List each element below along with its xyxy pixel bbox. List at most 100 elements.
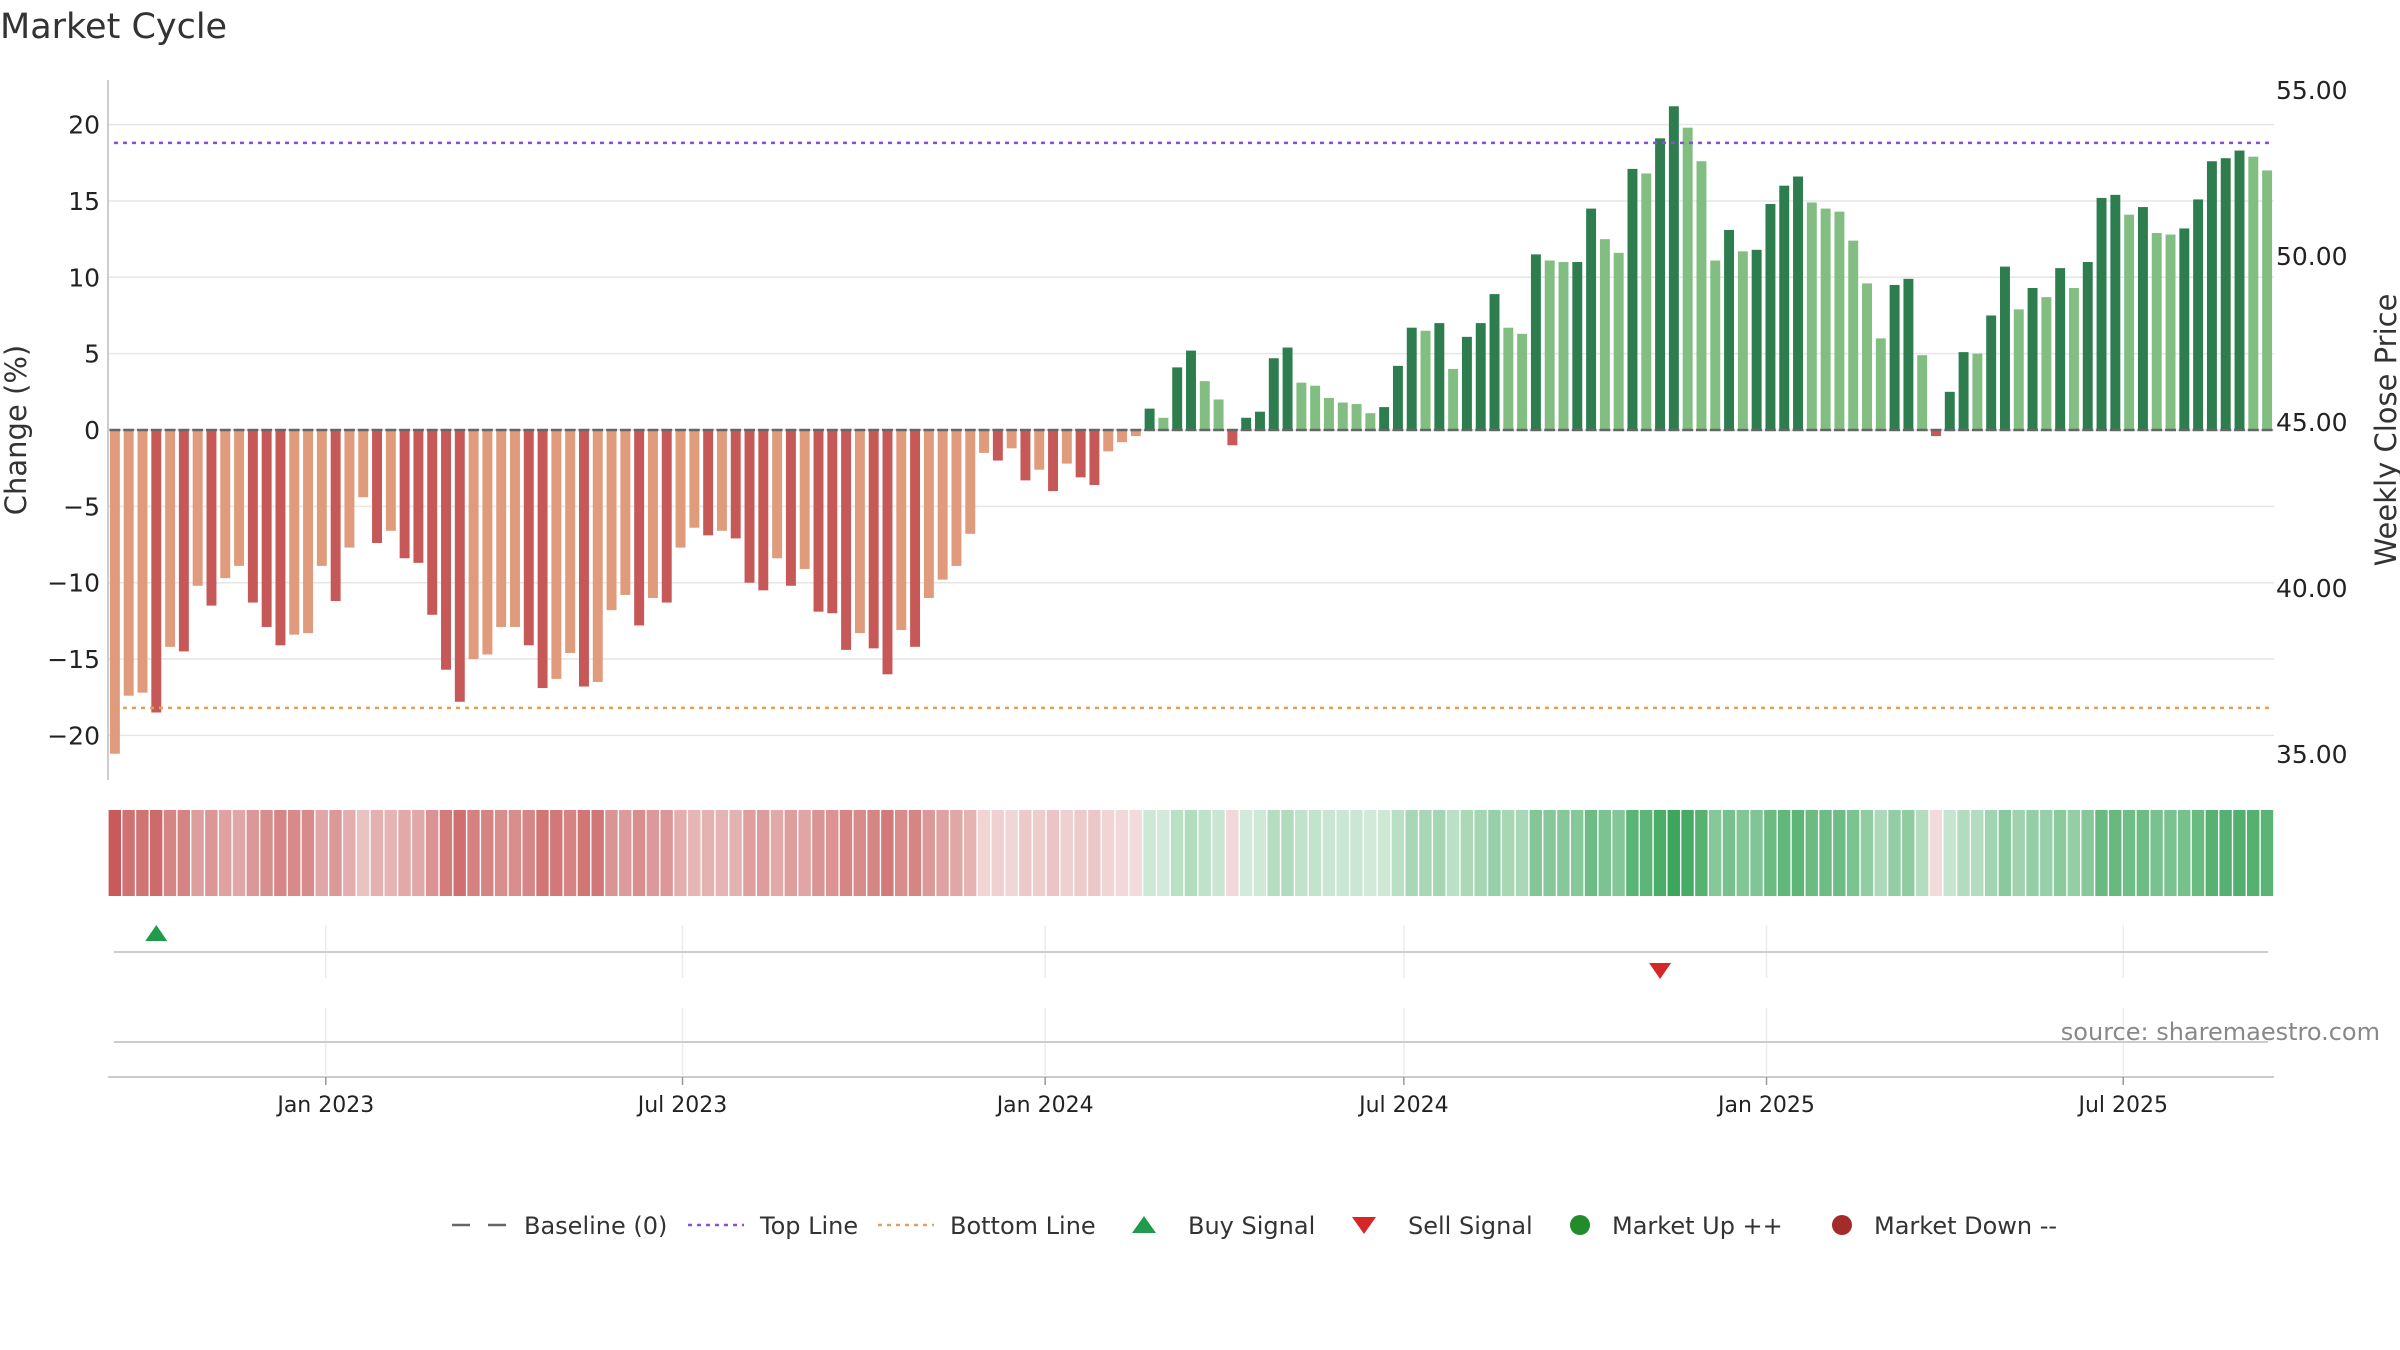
- strip-cell: [1639, 810, 1653, 896]
- bar: [1392, 365, 1403, 430]
- bar: [1944, 391, 1955, 430]
- strip-cell: [1543, 810, 1556, 896]
- strip-cell: [1446, 810, 1460, 896]
- signal-panel: [114, 925, 2268, 979]
- bar: [1461, 336, 1472, 430]
- bar: [579, 430, 589, 687]
- strip-cell: [1198, 810, 1211, 896]
- strip-cell: [1474, 810, 1487, 896]
- bar: [620, 430, 631, 595]
- bar: [2124, 214, 2135, 430]
- x-axis-tick-labels: Jan 2023 Jul 2023 Jan 2024 Jul 2024 Jan 2025…: [275, 1077, 2168, 1118]
- bar: [1310, 385, 1321, 430]
- strip-cell: [1612, 810, 1625, 896]
- bar: [661, 430, 672, 603]
- bar: [551, 430, 562, 679]
- bar: [910, 430, 921, 647]
- bar: [1406, 327, 1417, 430]
- strip-cell: [1971, 810, 1984, 896]
- strip-cell: [1281, 810, 1294, 896]
- y-tick-label: −5: [63, 492, 100, 521]
- bar: [2096, 197, 2107, 430]
- strip-cell: [1929, 810, 1943, 896]
- right-axis-tick-labels: 55.00 50.00 45.00 40.00 35.00: [2276, 76, 2348, 769]
- strip-cell: [1957, 810, 1970, 896]
- strip-cell: [1350, 810, 1363, 896]
- bar: [399, 430, 410, 559]
- strip-cell: [1212, 810, 1225, 896]
- bar: [1530, 254, 1541, 430]
- bar: [1806, 202, 1817, 430]
- bar: [165, 430, 176, 647]
- strip-cell: [2095, 810, 2108, 896]
- strip-cell: [729, 810, 742, 896]
- strip-cell: [343, 810, 356, 896]
- strip-cell: [508, 810, 522, 896]
- bar: [1627, 168, 1638, 430]
- bar: [2220, 158, 2231, 430]
- strip-cell: [1888, 810, 1901, 896]
- strip-cell: [2164, 810, 2177, 896]
- strip-cell: [1253, 810, 1267, 896]
- strip-cell: [1557, 810, 1570, 896]
- strip-cell: [1088, 810, 1101, 896]
- strip-cell: [591, 810, 604, 896]
- strip-cell: [315, 810, 328, 896]
- bar: [109, 430, 120, 754]
- sell-signal-marker: [1649, 963, 1672, 979]
- bar: [344, 430, 355, 548]
- right-tick-label: 35.00: [2276, 740, 2348, 769]
- bar: [923, 430, 934, 598]
- bar: [275, 430, 286, 646]
- bar: [1296, 382, 1307, 430]
- strip-cell: [1019, 810, 1032, 896]
- strip-cell: [908, 810, 922, 896]
- bar: [303, 430, 314, 634]
- strip-cell: [1764, 810, 1777, 896]
- strip-cell: [2178, 810, 2191, 896]
- strip-cell: [950, 810, 963, 896]
- legend-label: Sell Signal: [1408, 1212, 1533, 1240]
- strip-cell: [1943, 810, 1956, 896]
- bar: [1641, 173, 1652, 431]
- strip-cell: [205, 810, 218, 896]
- bar: [385, 430, 396, 531]
- strip-cell: [2205, 810, 2219, 896]
- bar: [1213, 399, 1224, 430]
- bar: [372, 430, 382, 543]
- bar: [1448, 368, 1459, 430]
- right-axis-label: Weekly Close Price: [2369, 294, 2400, 567]
- bar: [1986, 315, 1997, 430]
- strip-cell: [1998, 810, 2012, 896]
- strip-cell: [1377, 810, 1391, 896]
- bar: [1420, 330, 1431, 430]
- bar: [1006, 430, 1017, 449]
- strip-cell: [1570, 810, 1584, 896]
- bar: [992, 430, 1003, 461]
- bar: [951, 430, 962, 566]
- strip-cell: [2109, 810, 2122, 896]
- bar: [1848, 240, 1859, 430]
- bar: [1751, 249, 1762, 430]
- bar: [979, 430, 990, 453]
- bar: [1268, 358, 1279, 430]
- bar: [2151, 233, 2162, 430]
- strip-cell: [853, 810, 866, 896]
- strip-cell: [274, 810, 287, 896]
- strip-cell: [2026, 810, 2039, 896]
- bar: [2234, 150, 2245, 430]
- strip-cell: [1239, 810, 1253, 896]
- strip-cell: [1322, 810, 1336, 896]
- strip-cell: [1046, 810, 1060, 896]
- strip-cell: [1819, 810, 1832, 896]
- bar: [413, 430, 424, 563]
- bar: [1061, 430, 1072, 464]
- bar: [1931, 430, 1941, 437]
- y-axis-label: Change (%): [0, 345, 33, 515]
- bar: [1558, 262, 1569, 430]
- bar: [813, 430, 824, 612]
- strip-cell: [439, 810, 453, 896]
- strip-cell: [384, 810, 397, 896]
- bar: [1889, 284, 1900, 430]
- strip-cell: [577, 810, 591, 896]
